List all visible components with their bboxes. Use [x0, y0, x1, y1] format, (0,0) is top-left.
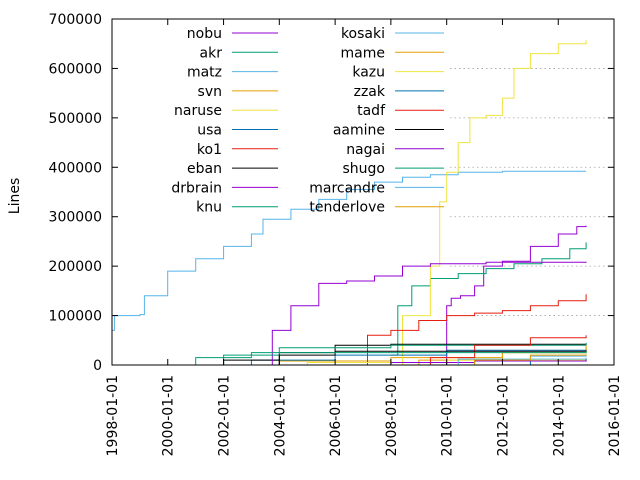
y-tick-label: 400000 [49, 160, 102, 176]
y-tick-label: 500000 [49, 111, 102, 127]
series-line-eban [167, 343, 587, 366]
legend-label-aamine: aamine [333, 123, 385, 139]
y-tick-label: 0 [93, 358, 102, 374]
series-line-knu [179, 342, 587, 366]
legend-label-akr: akr [200, 45, 223, 61]
series-line-nobu [437, 225, 587, 366]
x-tick-label: 2012-01-01 [495, 375, 511, 456]
legend-label-shugo: shugo [343, 161, 386, 177]
legend-label-nagai: nagai [346, 142, 385, 158]
x-tick-label: 2004-01-01 [272, 375, 288, 456]
legend-label-ko1: ko1 [197, 142, 222, 158]
y-axis-ticks: 0 100000 200000 300000 400000 500000 600000 700… [49, 12, 614, 374]
x-tick-label: 2000-01-01 [161, 375, 177, 456]
legend-label-knu: knu [196, 200, 222, 216]
legend-label-eban: eban [187, 161, 222, 177]
y-tick-label: 700000 [49, 12, 102, 28]
x-axis-ticks: 1998-01-01 2000-01-01 2002-01-01 2004-01-01… [105, 19, 623, 456]
plot-frame [111, 18, 615, 366]
legend-label-mame: mame [341, 45, 385, 61]
grid-lines [450, 68, 614, 316]
legend-label-nobu: nobu [187, 26, 222, 42]
legend-label-zzak: zzak [354, 84, 386, 100]
series-line-ko1 [363, 294, 587, 366]
y-tick-label: 300000 [49, 210, 102, 226]
legend-label-svn: svn [198, 84, 222, 100]
x-tick-label: 2014-01-01 [551, 375, 567, 456]
x-tick-label: 2016-01-01 [607, 375, 623, 456]
legend-label-tadf: tadf [357, 103, 386, 119]
legend-label-kosaki: kosaki [341, 26, 385, 42]
series-line-naruse [374, 40, 587, 366]
legend-label-drbrain: drbrain [171, 180, 222, 196]
series-line-akr [390, 242, 587, 356]
x-tick-label: 2008-01-01 [384, 375, 400, 456]
legend-label-usa: usa [197, 123, 222, 139]
series-line-drbrain [263, 261, 587, 366]
legend-label-naruse: naruse [174, 103, 222, 119]
y-tick-label: 600000 [49, 61, 102, 77]
x-tick-label: 2002-01-01 [217, 375, 233, 456]
legend-label-matz: matz [187, 65, 222, 81]
legend-label-kazu: kazu [352, 65, 385, 81]
legend-label-marcandre: marcandre [309, 180, 385, 196]
x-tick-label: 1998-01-01 [105, 375, 121, 456]
y-tick-label: 100000 [49, 309, 102, 325]
series-line-matz [112, 170, 587, 331]
legend: nobu akr matz svn naruse usa ko1 eban drbrain knu… [171, 26, 444, 216]
x-tick-label: 2006-01-01 [328, 375, 344, 456]
legend-label-tenderlove: tenderlove [309, 200, 385, 216]
x-tick-label: 2010-01-01 [440, 375, 456, 456]
y-tick-label: 200000 [49, 259, 102, 275]
y-axis-title: Lines [7, 178, 23, 214]
axes [111, 18, 615, 366]
